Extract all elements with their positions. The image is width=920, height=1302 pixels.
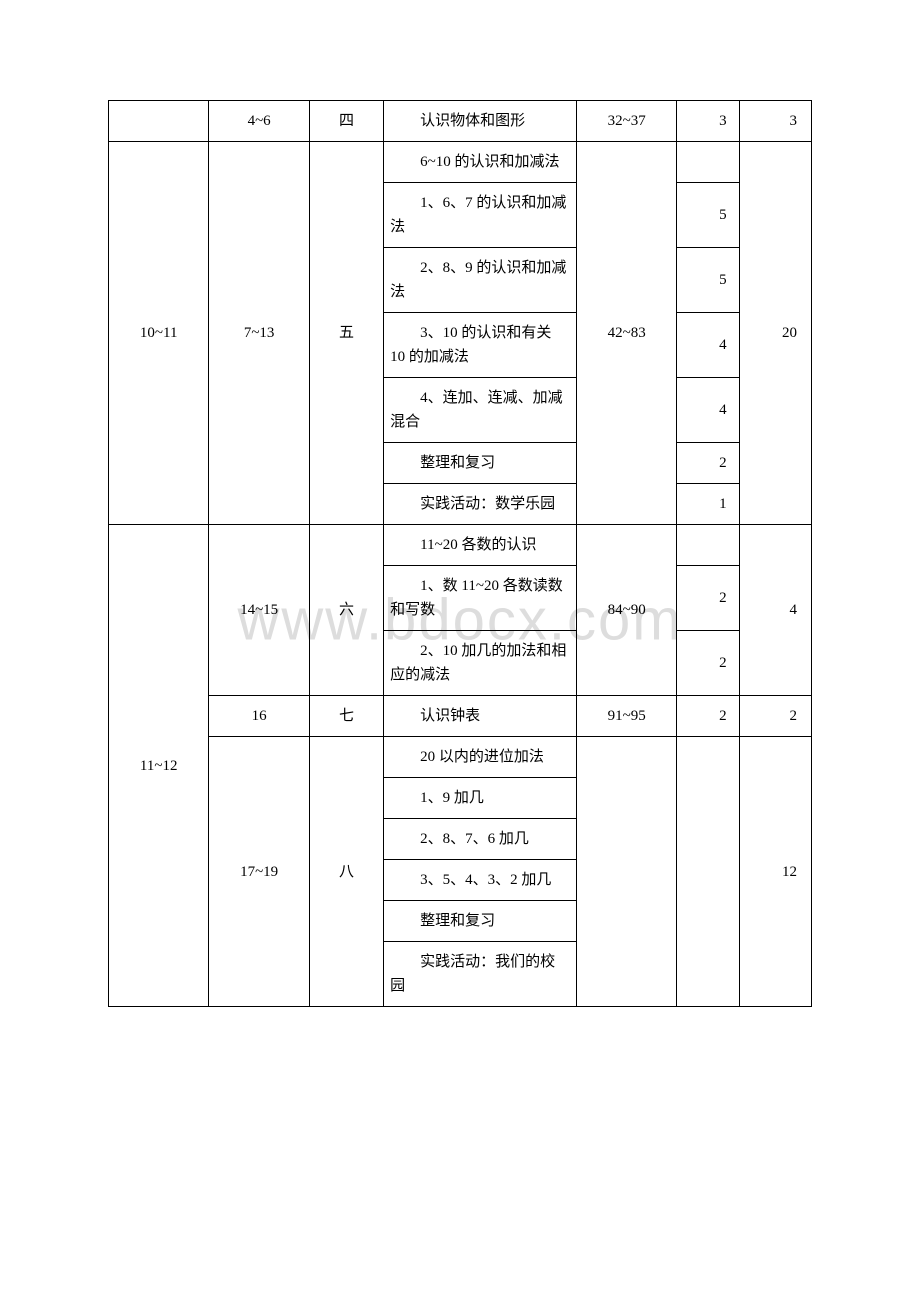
cell-topic: 1、9 加几 xyxy=(384,778,577,819)
cell-unit: 七 xyxy=(309,696,383,737)
cell-month: 11~12 xyxy=(109,525,209,1007)
cell-topic: 3、5、4、3、2 加几 xyxy=(384,860,577,901)
cell-month: 10~11 xyxy=(109,142,209,525)
cell-total: 2 xyxy=(739,696,811,737)
cell-pages xyxy=(576,737,676,1007)
cell-topic: 认识物体和图形 xyxy=(384,101,577,142)
cell-pages: 42~83 xyxy=(576,142,676,525)
cell-topic: 11~20 各数的认识 xyxy=(384,525,577,566)
cell-pages: 32~37 xyxy=(576,101,676,142)
cell-topic: 1、6、7 的认识和加减法 xyxy=(384,183,577,248)
cell-week: 4~6 xyxy=(209,101,309,142)
cell-pages: 91~95 xyxy=(576,696,676,737)
table-row: 11~12 14~15 六 11~20 各数的认识 84~90 4 xyxy=(109,525,812,566)
cell-topic: 实践活动：数学乐园 xyxy=(384,484,577,525)
cell-week: 17~19 xyxy=(209,737,309,1007)
cell-hours: 5 xyxy=(677,183,739,248)
cell-hours xyxy=(677,142,739,183)
cell-total: 4 xyxy=(739,525,811,696)
table-row: 16 七 认识钟表 91~95 2 2 xyxy=(109,696,812,737)
cell-pages: 84~90 xyxy=(576,525,676,696)
page: www.bdocx.com 4~6 四 认识物体和图形 32~37 3 3 10… xyxy=(0,0,920,1302)
cell-month xyxy=(109,101,209,142)
cell-topic: 20 以内的进位加法 xyxy=(384,737,577,778)
cell-total: 12 xyxy=(739,737,811,1007)
cell-total: 3 xyxy=(739,101,811,142)
cell-unit: 六 xyxy=(309,525,383,696)
schedule-table: 4~6 四 认识物体和图形 32~37 3 3 10~11 7~13 五 6~1… xyxy=(108,100,812,1007)
cell-topic: 6~10 的认识和加减法 xyxy=(384,142,577,183)
cell-hours: 5 xyxy=(677,248,739,313)
cell-topic: 3、10 的认识和有关 10 的加减法 xyxy=(384,313,577,378)
table-row: 10~11 7~13 五 6~10 的认识和加减法 42~83 20 xyxy=(109,142,812,183)
table-row: 4~6 四 认识物体和图形 32~37 3 3 xyxy=(109,101,812,142)
cell-total: 20 xyxy=(739,142,811,525)
cell-topic: 整理和复习 xyxy=(384,901,577,942)
cell-topic: 2、8、7、6 加几 xyxy=(384,819,577,860)
cell-topic: 实践活动：我们的校园 xyxy=(384,942,577,1007)
cell-hours: 2 xyxy=(677,631,739,696)
cell-topic: 整理和复习 xyxy=(384,443,577,484)
cell-hours: 2 xyxy=(677,696,739,737)
cell-hours: 4 xyxy=(677,313,739,378)
cell-unit: 五 xyxy=(309,142,383,525)
cell-hours: 2 xyxy=(677,566,739,631)
cell-topic: 认识钟表 xyxy=(384,696,577,737)
cell-topic: 2、10 加几的加法和相应的减法 xyxy=(384,631,577,696)
cell-hours: 4 xyxy=(677,378,739,443)
cell-hours xyxy=(677,737,739,1007)
cell-unit: 八 xyxy=(309,737,383,1007)
cell-week: 16 xyxy=(209,696,309,737)
cell-topic: 1、数 11~20 各数读数和写数 xyxy=(384,566,577,631)
cell-topic: 4、连加、连减、加减混合 xyxy=(384,378,577,443)
cell-topic: 2、8、9 的认识和加减法 xyxy=(384,248,577,313)
cell-hours: 3 xyxy=(677,101,739,142)
cell-unit: 四 xyxy=(309,101,383,142)
cell-hours xyxy=(677,525,739,566)
cell-hours: 2 xyxy=(677,443,739,484)
cell-week: 14~15 xyxy=(209,525,309,696)
cell-week: 7~13 xyxy=(209,142,309,525)
cell-hours: 1 xyxy=(677,484,739,525)
table-row: 17~19 八 20 以内的进位加法 12 xyxy=(109,737,812,778)
